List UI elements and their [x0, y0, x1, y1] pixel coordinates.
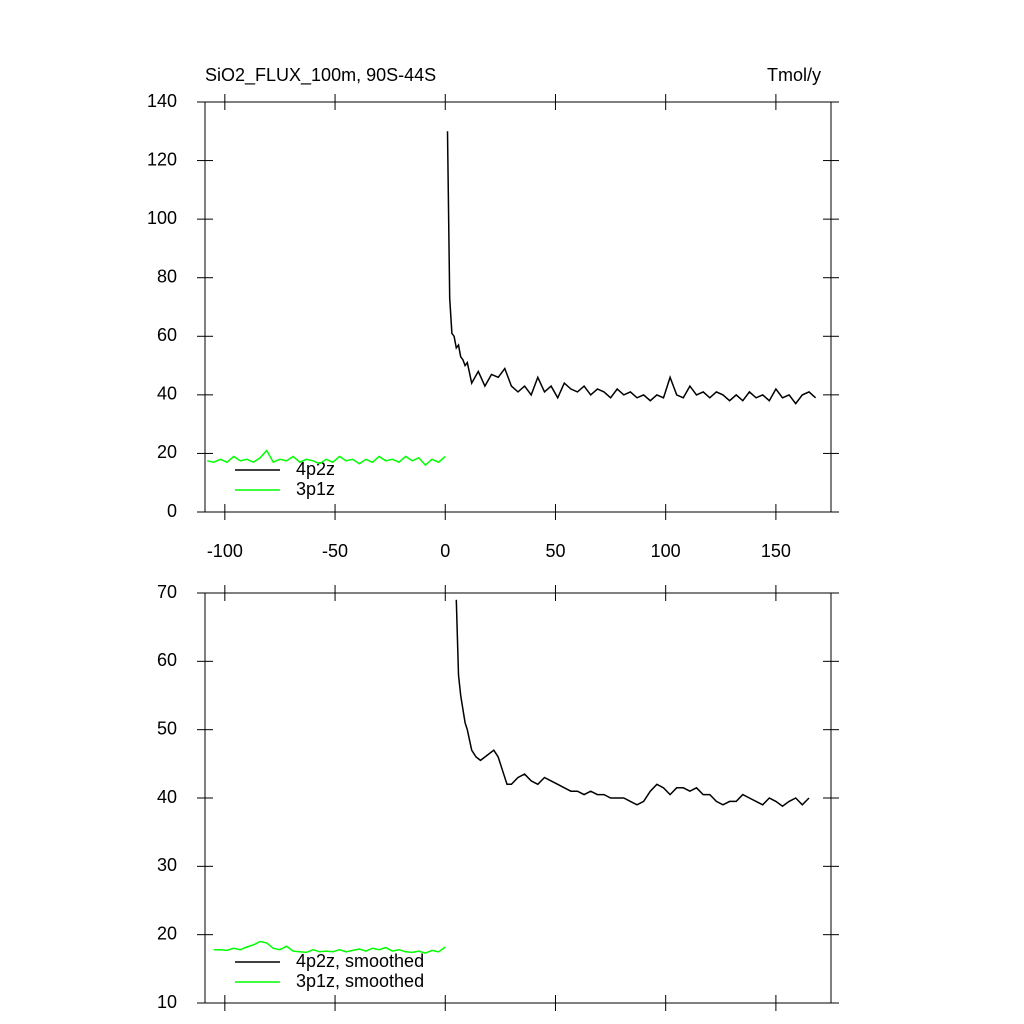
x-tick-label: -50 — [322, 541, 348, 561]
series-line — [207, 449, 446, 467]
y-tick-label: 20 — [157, 923, 177, 943]
y-tick-label: 120 — [147, 149, 177, 169]
series-line — [213, 940, 446, 954]
x-tick-label: -100 — [207, 541, 243, 561]
x-tick-label: 50 — [545, 541, 565, 561]
chart-title: SiO2_FLUX_100m, 90S-44S — [205, 65, 436, 86]
legend-label: 3p1z — [296, 479, 335, 499]
y-tick-label: 20 — [157, 442, 177, 462]
y-tick-label: 50 — [157, 718, 177, 738]
x-tick-label: 100 — [651, 541, 681, 561]
plot-frame — [204, 592, 832, 1004]
legend-label: 3p1z, smoothed — [296, 971, 424, 991]
legend-label: 4p2z — [296, 459, 335, 479]
y-tick-label: 0 — [167, 501, 177, 521]
y-tick-label: 60 — [157, 650, 177, 670]
y-tick-label: 40 — [157, 384, 177, 404]
y-tick-label: 140 — [147, 91, 177, 111]
x-tick-label: 150 — [761, 541, 791, 561]
y-tick-label: 10 — [157, 992, 177, 1012]
y-tick-label: 60 — [157, 325, 177, 345]
y-tick-label: 80 — [157, 266, 177, 286]
plot-frame — [204, 101, 832, 513]
x-tick-label: 0 — [440, 541, 450, 561]
series-line — [446, 131, 817, 405]
y-tick-label: 30 — [157, 855, 177, 875]
y-tick-label: 70 — [157, 582, 177, 602]
y-tick-label: 40 — [157, 787, 177, 807]
legend-label: 4p2z, smoothed — [296, 951, 424, 971]
units-label: Tmol/y — [767, 65, 821, 85]
series-line — [455, 599, 810, 808]
y-tick-label: 100 — [147, 208, 177, 228]
